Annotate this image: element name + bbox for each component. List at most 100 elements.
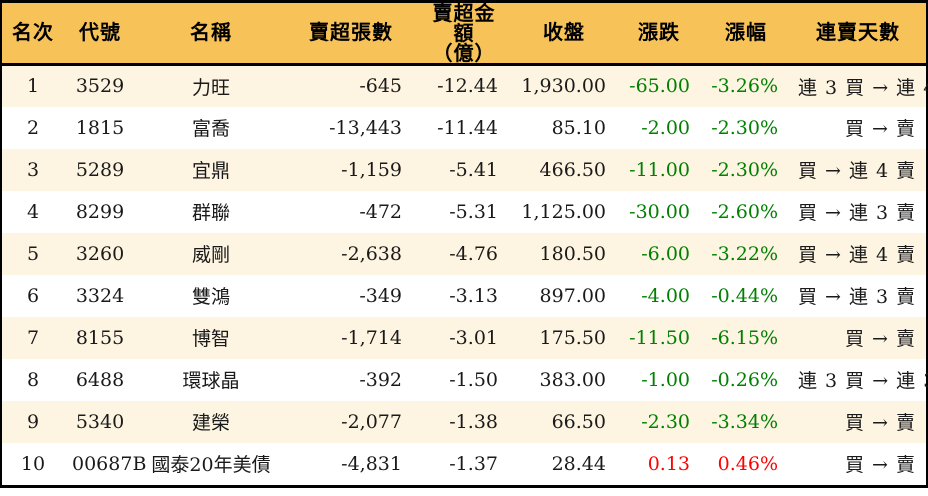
cell-percent: -2.30% [711, 116, 778, 139]
cell-name: 博智 [191, 328, 230, 350]
cell-sell-amount: -3.13 [449, 284, 498, 307]
cell-close: 66.50 [551, 410, 606, 433]
table-row[interactable]: 2 1815 富喬 -13,443 -11.44 85.10 -2.00 -2.30% 買 → … [2, 106, 926, 149]
cell-sell-amount: -12.44 [437, 75, 498, 98]
cell-change: -30.00 [629, 200, 690, 223]
table-row[interactable]: 4 8299 群聯 -472 -5.31 1,125.00 -30.00 -2.60% 買 → … [2, 190, 926, 233]
cell-percent: -0.26% [711, 368, 778, 391]
table-row[interactable]: 5 3260 威剛 -2,638 -4.76 180.50 -6.00 -3.22% 買 → 連… [2, 232, 926, 275]
cell-code: 1815 [75, 116, 125, 139]
cell-sell-amount: -5.41 [449, 158, 498, 181]
cell-consecutive-sell-days: 買 → 連 4 賣 [798, 244, 917, 266]
column-header-rank[interactable]: 名次 [2, 3, 64, 66]
cell-sell-lots: -13,443 [329, 116, 402, 139]
cell-percent: -2.60% [711, 200, 778, 223]
cell-rank: 3 [26, 158, 40, 181]
cell-sell-amount: -5.31 [449, 200, 498, 223]
cell-percent: -6.15% [711, 326, 778, 349]
column-header-consecutive-sell-days[interactable]: 連賣天數 [790, 3, 926, 66]
table-header: 名次 代號 名稱 賣超張數 賣超金額 （億） 收盤 漲跌 漲幅 連賣天數 [2, 1, 926, 66]
table-header-row: 名次 代號 名稱 賣超張數 賣超金額 （億） 收盤 漲跌 漲幅 連賣天數 [2, 1, 926, 66]
cell-code: 6488 [75, 368, 125, 391]
cell-consecutive-sell-days: 連 3 買 → 連 3 賣 [798, 370, 928, 392]
cell-name: 力旺 [191, 76, 230, 99]
cell-rank: 8 [26, 368, 40, 391]
cell-sell-amount: -1.50 [449, 368, 498, 391]
table-row[interactable]: 8 6488 環球晶 -392 -1.50 383.00 -1.00 -0.26% 連 3 買 … [2, 358, 928, 401]
cell-sell-lots: -645 [359, 75, 402, 98]
cell-sell-amount: -11.44 [437, 116, 498, 139]
cell-sell-amount: -3.01 [449, 326, 498, 349]
cell-sell-amount: -1.37 [449, 452, 498, 475]
cell-close: 897.00 [539, 284, 606, 307]
cell-percent: -2.30% [711, 158, 778, 181]
cell-rank: 6 [26, 284, 40, 307]
cell-sell-amount: -1.38 [449, 410, 498, 433]
cell-change: -4.00 [641, 284, 690, 307]
table-row[interactable]: 6 3324 雙鴻 -349 -3.13 897.00 -4.00 -0.44% 買 → 連 3… [2, 274, 926, 317]
cell-consecutive-sell-days: 買 → 賣 [845, 454, 916, 476]
cell-consecutive-sell-days: 買 → 連 3 賣 [798, 202, 917, 224]
table-row[interactable]: 7 8155 博智 -1,714 -3.01 175.50 -11.50 -6.15% 買 → … [2, 316, 926, 359]
column-header-close[interactable]: 收盤 [512, 3, 616, 66]
table-row[interactable]: 9 5340 建榮 -2,077 -1.38 66.50 -2.30 -3.34% 買 → 賣 [2, 400, 926, 443]
cell-sell-lots: -1,159 [341, 158, 402, 181]
column-header-sell-lots[interactable]: 賣超張數 [286, 3, 416, 66]
table-row[interactable]: 1 3529 力旺 -645 -12.44 1,930.00 -65.00 -3.26% 連 3… [2, 64, 928, 107]
column-header-sell-amount-line1: 賣超金額 [432, 1, 496, 45]
cell-code: 5289 [75, 158, 125, 181]
cell-close: 383.00 [539, 368, 606, 391]
column-header-change[interactable]: 漲跌 [616, 3, 702, 66]
cell-consecutive-sell-days: 買 → 賣 [845, 412, 916, 434]
cell-name: 群聯 [191, 202, 230, 224]
cell-name: 富喬 [191, 118, 230, 140]
cell-rank: 7 [26, 326, 40, 349]
column-header-name[interactable]: 名稱 [136, 3, 286, 66]
cell-rank: 2 [26, 116, 40, 139]
sell-ranking-table: 名次 代號 名稱 賣超張數 賣超金額 （億） 收盤 漲跌 漲幅 連賣天數 1 35… [2, 1, 928, 485]
cell-sell-lots: -2,077 [341, 410, 402, 433]
cell-code: 5340 [75, 410, 125, 433]
cell-close: 28.44 [551, 452, 606, 475]
cell-change: -11.00 [629, 158, 690, 181]
cell-close: 1,930.00 [521, 75, 606, 98]
table-row[interactable]: 10 00687B 國泰20年美債 -4,831 -1.37 28.44 0.13 0.46%… [2, 442, 926, 485]
cell-change: -2.00 [641, 116, 690, 139]
cell-code: 8155 [75, 326, 125, 349]
cell-rank: 10 [20, 452, 46, 475]
cell-sell-lots: -4,831 [341, 452, 402, 475]
cell-rank: 4 [26, 200, 40, 223]
cell-change: -6.00 [641, 242, 690, 265]
cell-name: 宜鼎 [191, 160, 230, 182]
cell-code: 3324 [75, 284, 125, 307]
cell-consecutive-sell-days: 買 → 連 3 賣 [798, 286, 917, 308]
cell-change: -1.00 [641, 368, 690, 391]
cell-name: 環球晶 [182, 370, 240, 392]
cell-sell-lots: -349 [359, 284, 402, 307]
column-header-percent[interactable]: 漲幅 [702, 3, 790, 66]
column-header-code[interactable]: 代號 [64, 3, 136, 66]
cell-rank: 9 [26, 410, 40, 433]
cell-percent: -0.44% [711, 284, 778, 307]
cell-consecutive-sell-days: 買 → 連 4 賣 [798, 160, 917, 182]
cell-name: 建榮 [191, 412, 230, 434]
cell-change: -11.50 [629, 326, 690, 349]
cell-sell-amount: -4.76 [449, 242, 498, 265]
cell-code: 3529 [75, 75, 125, 98]
cell-sell-lots: -1,714 [341, 326, 402, 349]
cell-change: 0.13 [647, 452, 690, 475]
cell-percent: 0.46% [717, 452, 778, 475]
cell-code: 00687B [72, 452, 147, 475]
cell-close: 180.50 [539, 242, 606, 265]
cell-percent: -3.34% [711, 410, 778, 433]
cell-rank: 1 [26, 75, 40, 98]
cell-rank: 5 [26, 242, 40, 265]
cell-consecutive-sell-days: 買 → 賣 [845, 328, 916, 350]
cell-sell-lots: -472 [359, 200, 402, 223]
table-row[interactable]: 3 5289 宜鼎 -1,159 -5.41 466.50 -11.00 -2.30% 買 → … [2, 148, 926, 191]
column-header-sell-amount[interactable]: 賣超金額 （億） [416, 1, 512, 66]
cell-code: 8299 [75, 200, 125, 223]
cell-close: 1,125.00 [521, 200, 606, 223]
column-header-sell-amount-line2: （億） [432, 41, 496, 65]
